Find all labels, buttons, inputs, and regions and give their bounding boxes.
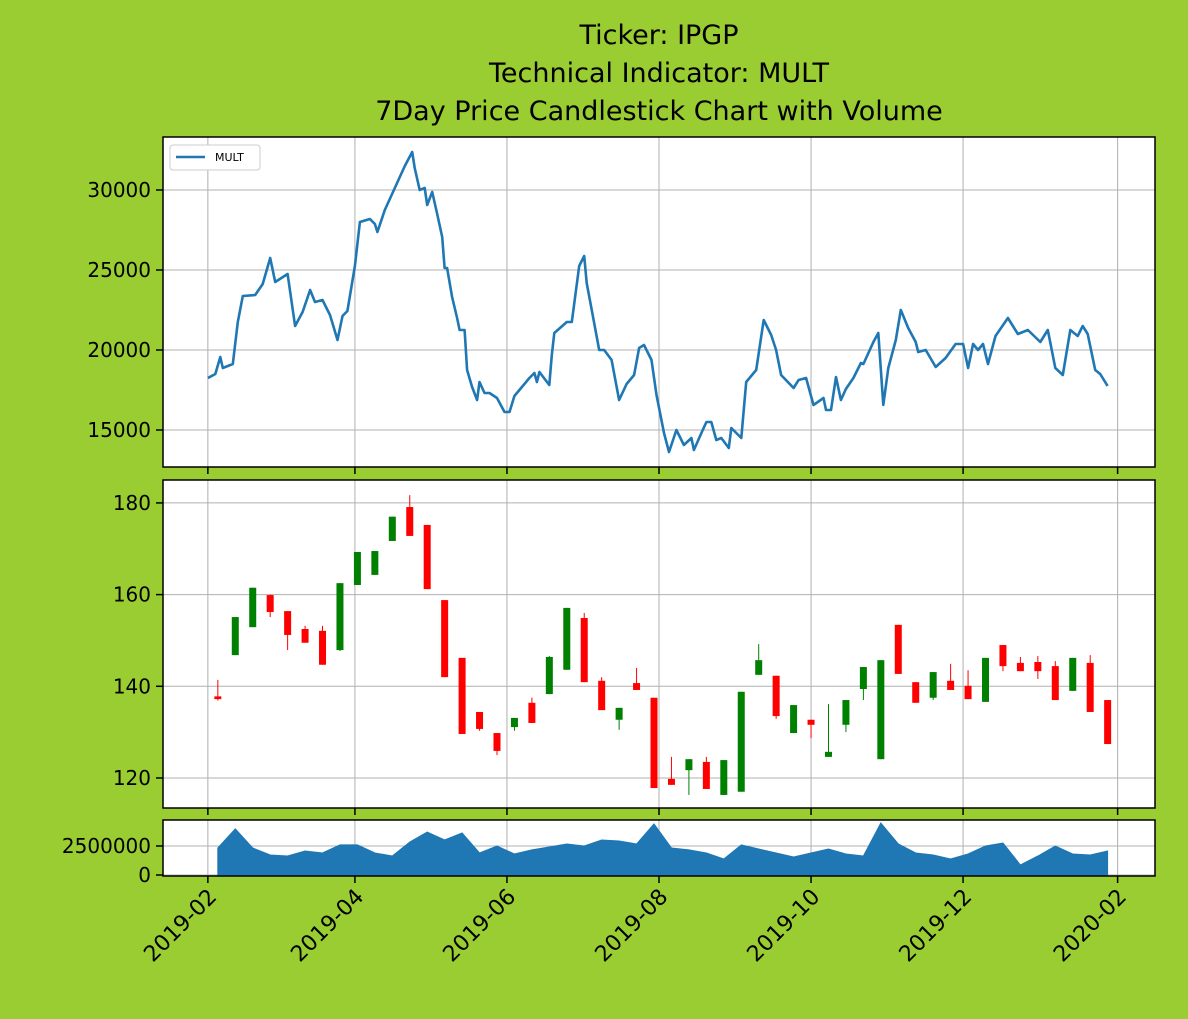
candle-body (423, 524, 431, 590)
candle-body (580, 617, 588, 683)
y-tick-label: 2500000 (62, 834, 151, 858)
candle-body (755, 660, 763, 675)
y-tick-label: 30000 (87, 178, 151, 202)
candle-body (772, 675, 780, 717)
candle-body (702, 761, 710, 789)
candle-body (388, 516, 396, 541)
plot-frame (162, 136, 1156, 468)
candle-body (476, 711, 484, 729)
y-tick-label: 20000 (87, 338, 151, 362)
candle-body (1086, 662, 1094, 712)
candle-body (1051, 666, 1059, 701)
y-tick-label: 15000 (87, 418, 151, 442)
candle-body (441, 600, 449, 678)
candle-body (249, 587, 257, 628)
volume-area (217, 822, 1109, 876)
candle-body (807, 719, 815, 725)
candle-body (1069, 657, 1077, 691)
candle-body (458, 657, 466, 734)
y-tick-label: 140 (113, 674, 151, 698)
candle-body (266, 595, 274, 613)
candle-body (493, 733, 501, 751)
title-line: Ticker: IPGP (578, 20, 738, 51)
candle-body (214, 696, 222, 700)
candle-body (231, 617, 239, 656)
plot-frame (162, 479, 1156, 809)
plot-frame (162, 819, 1156, 877)
candle-body (1104, 700, 1112, 745)
candle-body (859, 667, 867, 690)
candle-body (545, 656, 553, 695)
candle-body (790, 705, 798, 734)
candle-body (999, 645, 1007, 667)
candle-body (353, 551, 361, 585)
candle-body (667, 778, 675, 785)
candle-body (615, 707, 623, 720)
candle-body (371, 551, 379, 575)
legend-box (169, 144, 261, 171)
candle-body (319, 630, 327, 665)
candle-body (1034, 661, 1042, 672)
title-line: Technical Indicator: MULT (488, 58, 829, 89)
candle-body (685, 759, 693, 771)
y-tick-label: 25000 (87, 258, 151, 282)
candle-body (877, 660, 885, 760)
candle-body (406, 507, 414, 536)
legend-label: MULT (215, 151, 244, 164)
candle-body (284, 611, 292, 635)
candle-body (650, 697, 658, 789)
candle-body (598, 680, 606, 711)
candle-body (929, 672, 937, 698)
candle-body (563, 607, 571, 670)
y-tick-label: 160 (113, 583, 151, 607)
candle-body (824, 751, 832, 757)
candle-body (528, 702, 536, 723)
candle-body (947, 680, 955, 690)
candle-body (301, 628, 309, 643)
candle-body (737, 691, 745, 792)
y-tick-label: 120 (113, 766, 151, 790)
candle-body (720, 760, 728, 795)
candle-body (894, 624, 902, 674)
candle-body (633, 683, 641, 690)
y-tick-label: 0 (138, 863, 151, 887)
candle-body (336, 583, 344, 651)
y-tick-label: 180 (113, 491, 151, 515)
candle-body (982, 657, 990, 702)
candle-body (964, 685, 972, 700)
candle-body (1016, 662, 1024, 672)
candle-body (842, 700, 850, 725)
candle-body (510, 717, 518, 728)
title-line: 7Day Price Candlestick Chart with Volume (375, 96, 943, 127)
line-series (207, 150, 1109, 454)
candle-body (912, 682, 920, 703)
